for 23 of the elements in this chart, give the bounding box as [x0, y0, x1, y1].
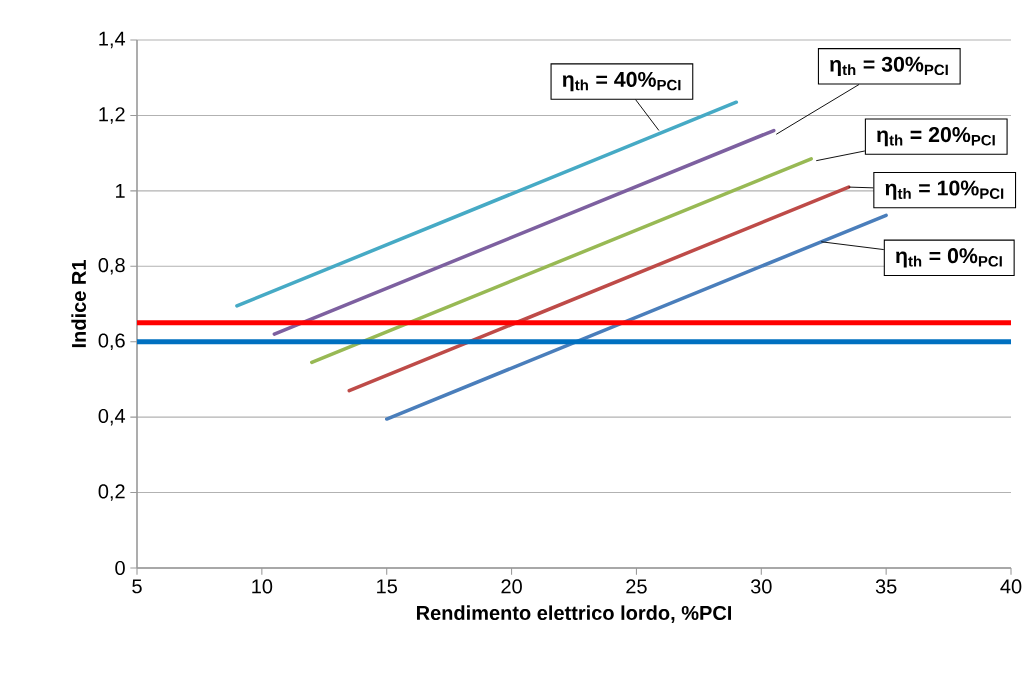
annotation: η$_{th}$ = 40%$_{PCI}$ [562, 71, 681, 92]
y-axis-title: Indice R1 [71, 260, 86, 348]
x-tick-label: 5 [132, 579, 142, 594]
x-tick-label: 40 [1000, 579, 1022, 594]
y-tick-label: 1 [116, 183, 125, 198]
x-axis-title: Rendimento elettrico lordo, %PCI [416, 605, 732, 623]
y-tick-label: 1,2 [99, 107, 125, 124]
y-tick-label: 1,4 [99, 31, 126, 49]
x-tick-label: 30 [750, 579, 772, 594]
y-tick-label: 0,4 [98, 408, 126, 426]
x-tick-label: 10 [252, 579, 273, 594]
x-tick-label: 35 [875, 579, 897, 594]
y-tick-label: 0,2 [98, 484, 125, 501]
y-tick-label: 0,8 [98, 258, 125, 275]
annotation: η$_{th}$ = 10%$_{PCI}$ [885, 180, 1004, 200]
annotation: η$_{th}$ = 30%$_{PCI}$ [830, 56, 948, 76]
x-tick-label: 15 [377, 579, 397, 594]
annotation: η$_{th}$ = 20%$_{PCI}$ [877, 127, 995, 147]
x-tick-label: 20 [501, 579, 522, 594]
annotation: η$_{th}$ = 0%$_{PCI}$ [896, 248, 1002, 268]
y-tick-label: 0 [115, 560, 125, 576]
x-tick-label: 25 [626, 579, 647, 594]
y-tick-label: 0,6 [98, 333, 125, 350]
